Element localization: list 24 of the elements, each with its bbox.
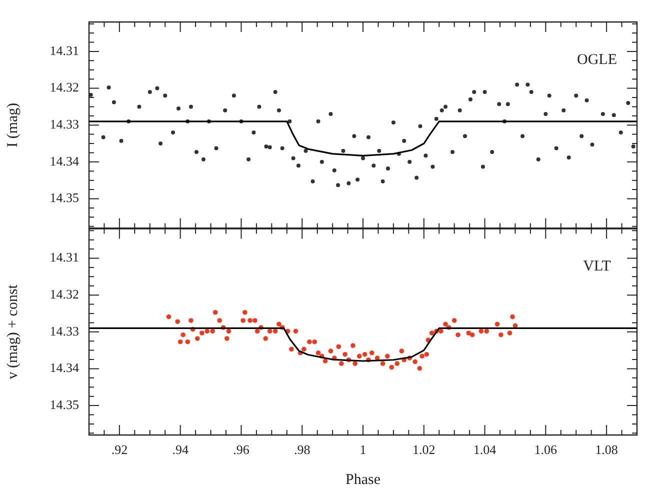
annotation: VLT xyxy=(583,258,611,275)
x-tick-label: .94 xyxy=(172,442,189,458)
x-tick-label: .98 xyxy=(294,442,310,458)
y-tick-label: 14.32 xyxy=(50,80,79,95)
x-tick-label: 1.06 xyxy=(534,442,558,458)
x-tick-label: 1 xyxy=(360,442,366,458)
y-tick-label: 14.31 xyxy=(50,250,79,265)
y-axis-title: I (mag) xyxy=(4,102,21,148)
y-tick-label: 14.34 xyxy=(50,360,80,376)
y-axis-title: v (mag) + const xyxy=(4,284,21,380)
y-tick-label: 14.34 xyxy=(50,153,80,168)
y-tick-label: 14.35 xyxy=(50,396,79,412)
y-tick-label: 14.35 xyxy=(50,190,79,206)
x-axis-title: Phase xyxy=(346,472,381,488)
x-tick-label: .92 xyxy=(111,442,128,458)
x-tick-label: 1.08 xyxy=(595,442,618,458)
y-tick-label: 14.33 xyxy=(50,116,79,132)
x-tick-label: 1.04 xyxy=(473,442,497,458)
y-tick-label: 14.33 xyxy=(50,323,79,338)
x-tick-label: 1.02 xyxy=(412,442,436,458)
y-tick-label: 14.31 xyxy=(50,42,79,58)
annotation: OGLE xyxy=(577,52,617,68)
x-tick-label: .96 xyxy=(233,442,250,458)
y-tick-label: 14.32 xyxy=(50,286,79,302)
